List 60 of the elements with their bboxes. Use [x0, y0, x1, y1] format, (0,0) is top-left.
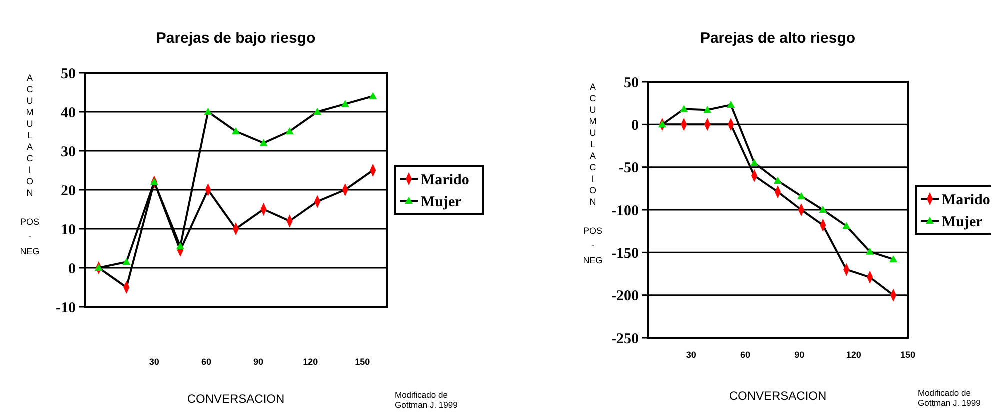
x-tick-label: 120 — [846, 350, 862, 360]
legend-label: Mujer — [942, 214, 984, 230]
y-tick-label: 40 — [61, 105, 76, 122]
y-tick-label: -250 — [612, 331, 639, 348]
x-tick-label: 150 — [355, 357, 370, 367]
point — [658, 120, 666, 128]
text: Modificado de — [395, 390, 448, 400]
text: Gottman J. 1999 — [395, 400, 458, 410]
point — [314, 108, 322, 115]
point — [232, 128, 240, 134]
legend-label: Mujer — [421, 194, 462, 210]
x-tick-label: 150 — [900, 350, 916, 360]
text: Modificado de — [918, 388, 972, 398]
y-tick-label: 50 — [624, 75, 639, 92]
y-tick-label: 0 — [632, 118, 639, 134]
point — [797, 192, 806, 200]
point — [204, 108, 212, 115]
point — [176, 242, 184, 250]
text: ACUMULACION POS - NEG — [20, 73, 40, 257]
x-tick-label: 60 — [201, 357, 212, 367]
point — [704, 106, 712, 114]
point — [774, 176, 782, 184]
x-tick-label: 90 — [254, 357, 264, 367]
point — [819, 206, 828, 213]
y-tick-label: -100 — [612, 203, 639, 220]
x-tick-label: 90 — [794, 350, 805, 360]
x-tick-label: 120 — [303, 357, 318, 367]
x-tick-label: 30 — [686, 350, 696, 360]
point — [727, 101, 736, 108]
point — [890, 255, 898, 262]
x-tick-label: 30 — [149, 357, 160, 367]
x-axis-title: CONVERSACION — [187, 392, 285, 406]
point — [150, 178, 158, 186]
y-tick-label: -200 — [612, 288, 639, 305]
point — [680, 105, 688, 112]
y-tick-label: -150 — [612, 246, 639, 262]
point — [750, 159, 759, 166]
y-tick-label: -50 — [619, 160, 639, 177]
y-tick-label: 50 — [61, 66, 76, 82]
y-tick-label: 20 — [61, 183, 76, 200]
x-axis-title: CONVERSACION — [729, 389, 827, 403]
y-tick-label: 10 — [61, 222, 76, 238]
legend-label: Marido — [942, 192, 990, 208]
y-tick-label: -10 — [56, 300, 76, 316]
point — [260, 139, 268, 146]
text: ACUMULACION POS - NEG — [583, 82, 603, 266]
point — [842, 222, 851, 230]
x-tick-label: 60 — [740, 350, 751, 360]
chart-title: Parejas de alto riesgo — [700, 30, 856, 47]
chart-title: Parejas de bajo riesgo — [156, 30, 316, 47]
point — [94, 264, 103, 271]
legend-label: Marido — [421, 172, 470, 188]
point — [369, 92, 378, 100]
text: Gottman J. 1999 — [918, 398, 982, 408]
point — [122, 258, 131, 266]
y-tick-label: 0 — [68, 261, 76, 278]
point — [286, 128, 294, 134]
y-tick-label: 30 — [61, 144, 76, 160]
point — [866, 248, 874, 255]
point — [341, 100, 350, 108]
